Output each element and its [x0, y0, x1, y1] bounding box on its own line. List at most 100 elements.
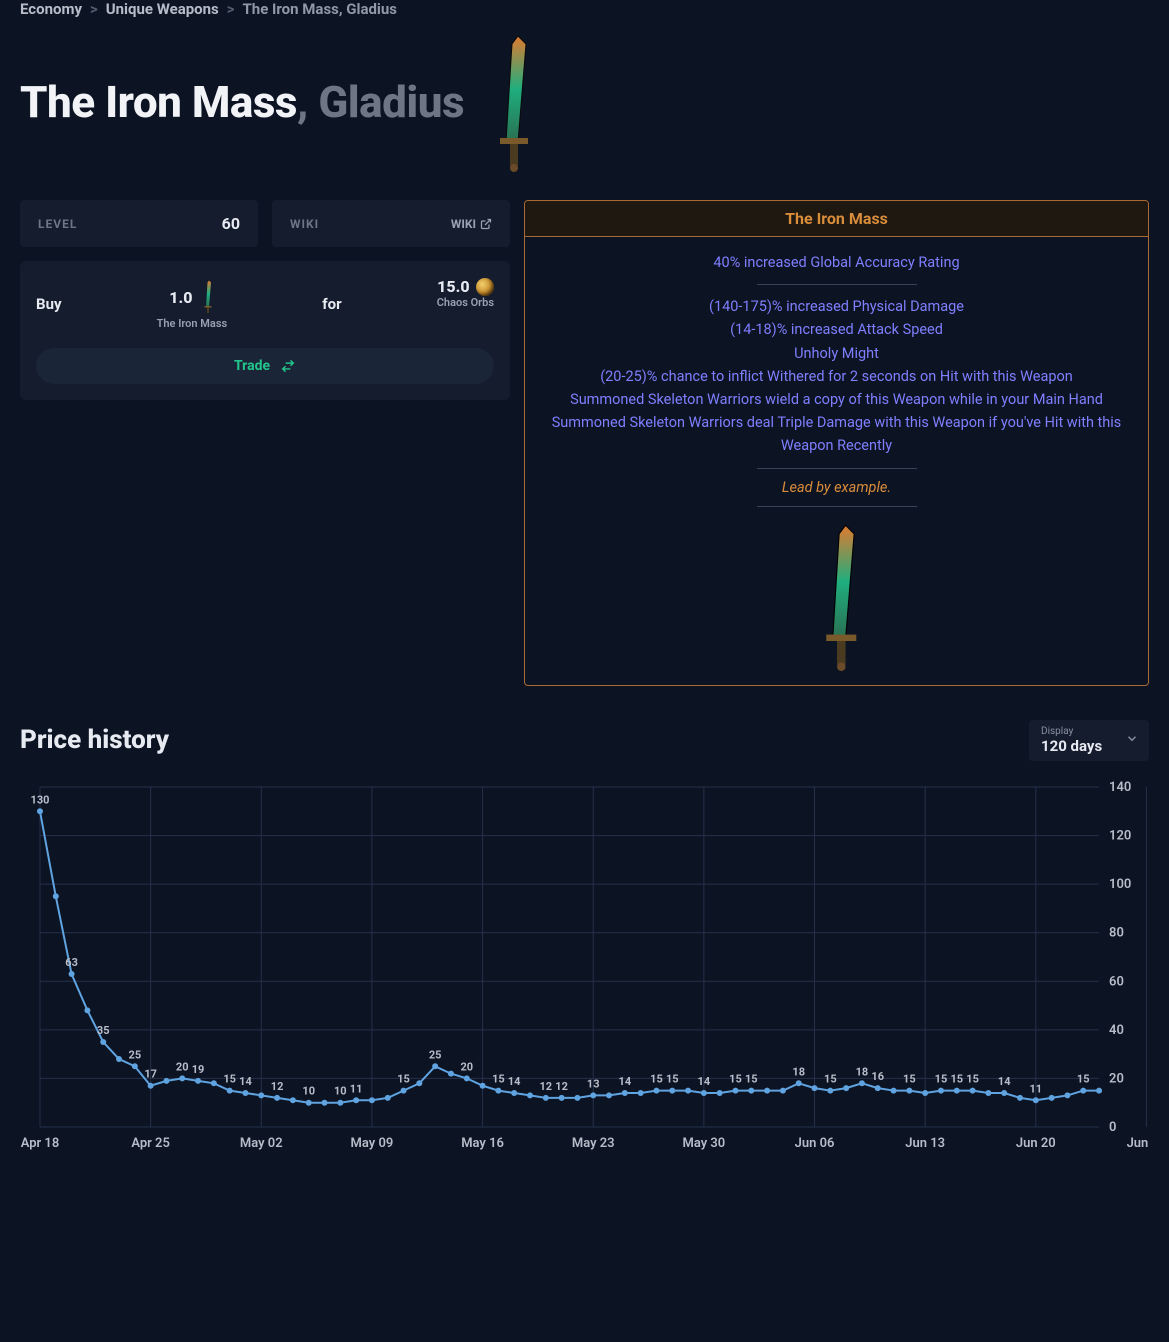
svg-text:May 16: May 16 — [461, 1135, 504, 1150]
svg-text:13: 13 — [587, 1077, 600, 1090]
title-sep: , — [297, 76, 318, 128]
divider — [757, 284, 917, 285]
svg-text:0: 0 — [1109, 1119, 1116, 1134]
item-icon — [478, 32, 542, 172]
buy-price-cell: 15.0 Chaos Orbs — [437, 277, 494, 309]
svg-text:35: 35 — [97, 1023, 110, 1036]
item-image — [543, 521, 1130, 671]
level-card: LEVEL 60 — [20, 200, 258, 247]
svg-text:14: 14 — [239, 1074, 252, 1087]
item-icon-small — [199, 277, 215, 317]
left-column: LEVEL 60 WIKI WIKI Buy 1.0 — [20, 200, 510, 400]
price-history-header: Price history Display 120 days — [20, 720, 1149, 761]
svg-text:May 02: May 02 — [240, 1135, 283, 1150]
item-tooltip-header: The Iron Mass — [525, 201, 1148, 237]
trade-icon — [280, 359, 296, 373]
svg-text:60: 60 — [1109, 974, 1124, 989]
svg-text:11: 11 — [1030, 1082, 1043, 1095]
svg-text:19: 19 — [192, 1062, 205, 1075]
svg-text:15: 15 — [824, 1072, 837, 1085]
svg-text:15: 15 — [1077, 1072, 1090, 1085]
svg-text:80: 80 — [1109, 925, 1124, 940]
wiki-label: WIKI — [290, 217, 319, 231]
top-section: LEVEL 60 WIKI WIKI Buy 1.0 — [20, 200, 1149, 686]
svg-text:15: 15 — [903, 1072, 916, 1085]
svg-text:14: 14 — [619, 1074, 632, 1087]
svg-text:12: 12 — [271, 1079, 284, 1092]
svg-text:15: 15 — [223, 1072, 236, 1085]
svg-text:17: 17 — [144, 1067, 157, 1080]
svg-text:25: 25 — [429, 1048, 442, 1061]
svg-text:Apr 25: Apr 25 — [131, 1135, 170, 1150]
display-value: 120 days — [1041, 737, 1119, 755]
buy-item-cell: 1.0 The Iron Mass — [157, 277, 227, 330]
breadcrumb-sep: > — [227, 0, 235, 18]
svg-text:12: 12 — [540, 1079, 553, 1092]
svg-text:120: 120 — [1109, 828, 1131, 843]
chaos-orb-icon — [476, 278, 494, 296]
external-link-icon — [480, 218, 492, 230]
chevron-down-icon — [1125, 731, 1139, 750]
svg-text:20: 20 — [460, 1060, 473, 1073]
wiki-link-text: WIKI — [451, 217, 476, 231]
svg-text:18: 18 — [856, 1065, 869, 1078]
svg-text:20: 20 — [176, 1060, 189, 1073]
svg-text:Jun 13: Jun 13 — [905, 1135, 945, 1150]
svg-text:10: 10 — [302, 1084, 315, 1097]
breadcrumb: Economy > Unique Weapons > The Iron Mass, Gl… — [20, 0, 1149, 32]
item-flavor: Lead by example. — [543, 479, 1130, 496]
price-history-title: Price history — [20, 725, 169, 755]
divider — [757, 506, 917, 507]
buy-for-label: for — [322, 277, 341, 313]
display-dropdown[interactable]: Display 120 days — [1029, 720, 1149, 761]
svg-text:18: 18 — [792, 1065, 805, 1078]
item-mod: (20-25)% chance to inflict Withered for … — [543, 365, 1130, 388]
item-mods: 40% increased Global Accuracy Rating(140… — [543, 251, 1130, 458]
buy-price: 15.0 — [437, 277, 469, 296]
svg-text:15: 15 — [650, 1072, 663, 1085]
level-label: LEVEL — [38, 217, 77, 231]
breadcrumb-item[interactable]: Unique Weapons — [106, 0, 219, 18]
item-tooltip: The Iron Mass 40% increased Global Accur… — [524, 200, 1149, 686]
level-value: 60 — [222, 214, 240, 233]
svg-text:140: 140 — [1109, 779, 1131, 794]
page-title-row: The Iron Mass, Gladius — [20, 32, 1149, 172]
svg-text:16: 16 — [871, 1070, 884, 1083]
buy-currency: Chaos Orbs — [437, 296, 494, 309]
svg-text:15: 15 — [966, 1072, 979, 1085]
wiki-link[interactable]: WIKI — [451, 217, 492, 231]
svg-text:Apr 18: Apr 18 — [21, 1135, 60, 1150]
svg-text:15: 15 — [666, 1072, 679, 1085]
svg-text:25: 25 — [129, 1048, 142, 1061]
title-sub: Gladius — [318, 76, 464, 128]
svg-text:Jun 27: Jun 27 — [1127, 1135, 1149, 1150]
breadcrumb-sep: > — [90, 0, 98, 18]
item-mod: Unholy Might — [543, 342, 1130, 365]
buy-qty: 1.0 — [169, 288, 192, 307]
title-main: The Iron Mass — [20, 76, 297, 128]
item-mod: (14-18)% increased Attack Speed — [543, 318, 1130, 341]
svg-text:Jun 20: Jun 20 — [1016, 1135, 1056, 1150]
buy-item-name: The Iron Mass — [157, 317, 227, 330]
svg-text:15: 15 — [745, 1072, 758, 1085]
svg-text:20: 20 — [1109, 1071, 1124, 1086]
svg-text:130: 130 — [31, 793, 50, 806]
svg-text:100: 100 — [1109, 877, 1131, 892]
svg-text:15: 15 — [950, 1072, 963, 1085]
item-mod: (140-175)% increased Physical Damage — [543, 295, 1130, 318]
svg-text:15: 15 — [397, 1072, 410, 1085]
svg-text:11: 11 — [350, 1082, 363, 1095]
trade-button[interactable]: Trade — [36, 348, 494, 384]
price-history-chart: 0204060801001201401306335251720191514121… — [20, 777, 1149, 1157]
svg-text:63: 63 — [65, 955, 78, 968]
svg-text:14: 14 — [998, 1074, 1011, 1087]
display-label: Display — [1041, 726, 1119, 737]
svg-text:15: 15 — [492, 1072, 505, 1085]
breadcrumb-item: The Iron Mass, Gladius — [243, 0, 398, 18]
svg-text:May 09: May 09 — [351, 1135, 394, 1150]
wiki-card: WIKI WIKI — [272, 200, 510, 247]
divider — [757, 468, 917, 469]
breadcrumb-item[interactable]: Economy — [20, 0, 82, 18]
buy-card: Buy 1.0 The Iron Mass for — [20, 261, 510, 400]
svg-text:14: 14 — [508, 1074, 521, 1087]
